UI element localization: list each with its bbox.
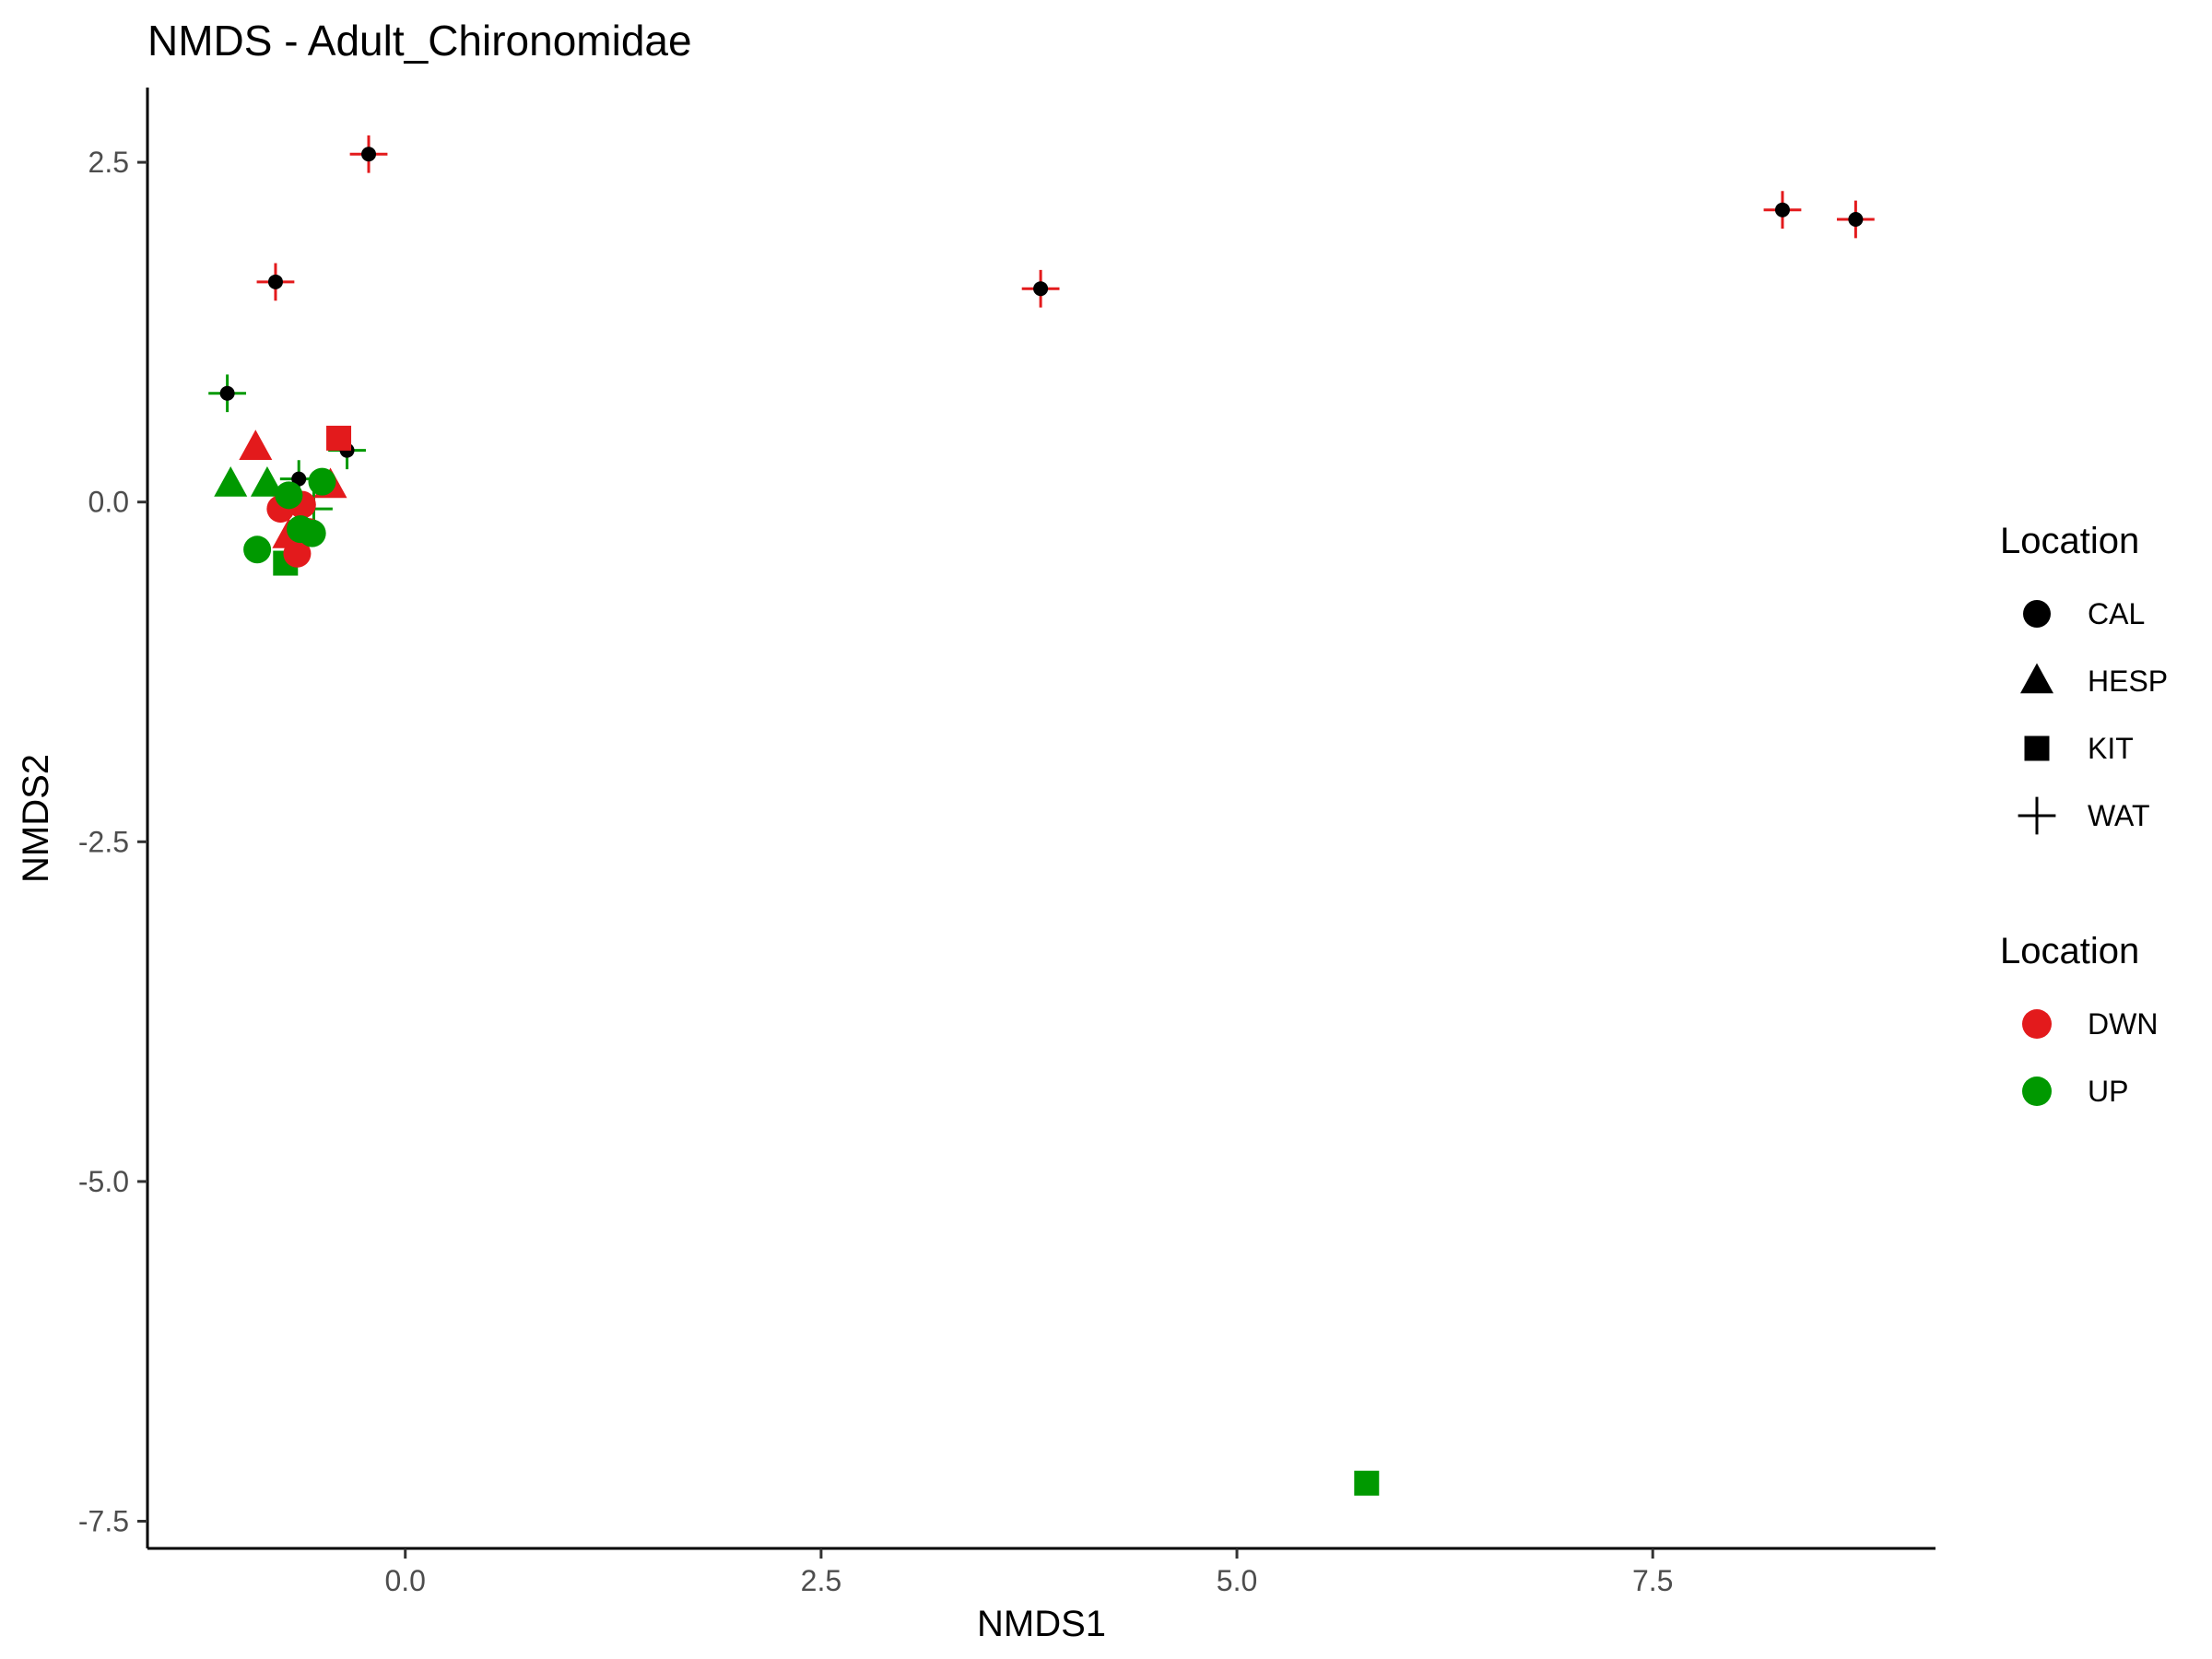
legend-title: Location	[2000, 521, 2139, 561]
data-point-overlay	[267, 274, 283, 289]
y-axis-ticks: 2.5 0.0 -2.5 -5.0 -7.5	[78, 146, 147, 1538]
legend-label: DWN	[2088, 1007, 2158, 1041]
y-tick-label: -7.5	[78, 1505, 129, 1538]
data-point	[243, 535, 272, 564]
x-tick-label: 0.0	[384, 1564, 425, 1597]
x-tick-label: 2.5	[801, 1564, 841, 1597]
data-point	[1354, 1470, 1380, 1496]
legend-title: Location	[2000, 931, 2139, 971]
legend-key-cal	[2023, 600, 2051, 628]
x-axis-title: NMDS1	[977, 1604, 1106, 1644]
legend-key-hesp	[2020, 663, 2053, 694]
y-tick-label: 2.5	[88, 146, 129, 179]
data-point	[308, 467, 336, 496]
data-point-overlay	[291, 471, 307, 487]
legend-label: WAT	[2088, 799, 2150, 832]
data-point-overlay	[1848, 212, 1864, 228]
x-axis-ticks: 0.0 2.5 5.0 7.5	[384, 1548, 1673, 1597]
legend-key-wat	[2018, 796, 2056, 835]
legend-key-up	[2022, 1077, 2052, 1106]
legend: Location CAL HESP KIT WAT Location DWN UP	[2000, 521, 2168, 1108]
data-point	[214, 466, 248, 497]
y-tick-label: -5.0	[78, 1165, 129, 1198]
legend-label: CAL	[2088, 597, 2145, 630]
data-point	[239, 429, 273, 460]
plot-area	[208, 135, 1875, 1496]
legend-label: UP	[2088, 1075, 2128, 1108]
chart-title: NMDS - Adult_Chironomidae	[147, 17, 692, 65]
data-point	[283, 539, 312, 568]
y-tick-label: 0.0	[88, 486, 129, 519]
data-point-overlay	[361, 147, 377, 162]
legend-label: HESP	[2088, 665, 2168, 698]
data-point	[298, 519, 326, 547]
data-point	[275, 481, 303, 510]
x-tick-label: 7.5	[1632, 1564, 1673, 1597]
data-point-overlay	[219, 385, 235, 401]
data-point-overlay	[1774, 202, 1790, 218]
x-tick-label: 5.0	[1217, 1564, 1257, 1597]
y-tick-label: -2.5	[78, 825, 129, 858]
data-point	[250, 466, 284, 497]
legend-key-dwn	[2022, 1009, 2052, 1039]
data-point-overlay	[1033, 281, 1049, 297]
legend-key-kit	[2024, 735, 2050, 761]
legend-label: KIT	[2088, 732, 2134, 765]
y-axis-title: NMDS2	[16, 754, 56, 883]
data-point	[326, 425, 352, 451]
